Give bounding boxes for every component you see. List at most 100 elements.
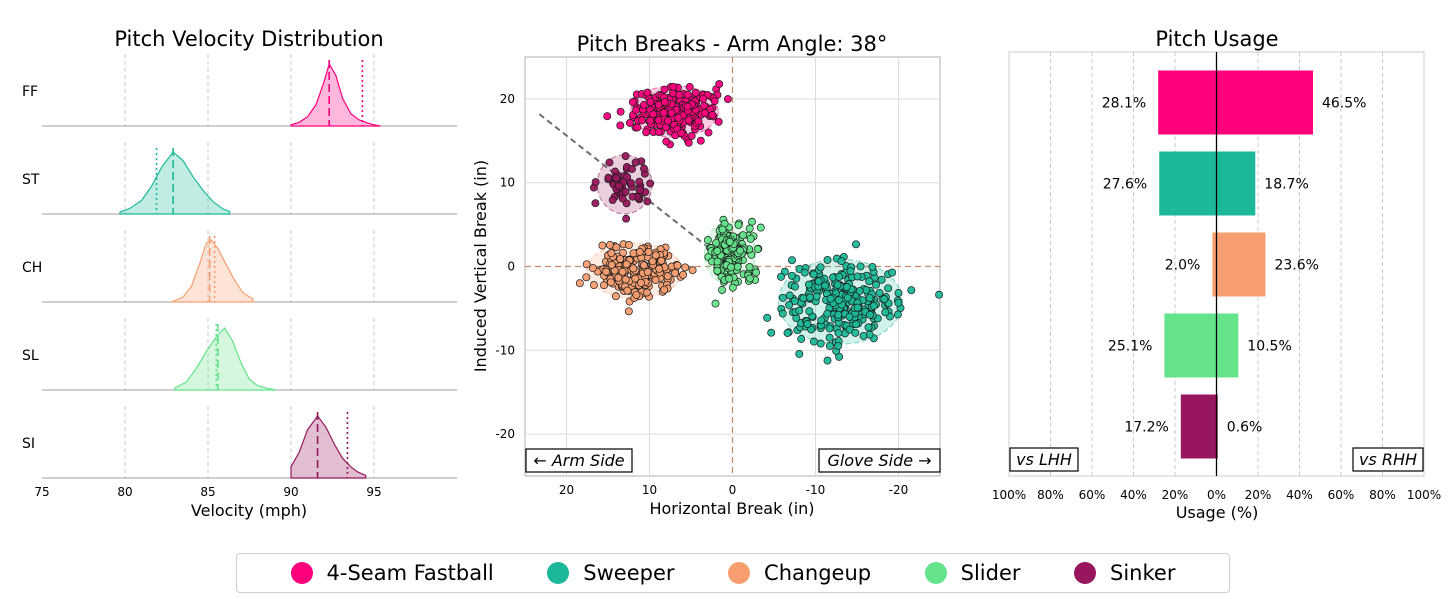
breaks-point-ch-219 [655,264,664,273]
vs-lhh-label: vs LHH [1016,450,1072,469]
breaks-point-st-119 [823,255,832,264]
velocity-rows: FF ST CH SL SI [22,60,457,479]
usage-x-tick-0: 100% [992,488,1026,502]
legend-item-sinker: Sinker [1074,561,1175,585]
breaks-point-si-41 [612,174,621,182]
legend-marker-4-seam-fastball [290,562,313,584]
breaks-point-sl-164 [713,247,722,255]
breaks-point-sl-168 [725,237,734,246]
usage-label-rhh-ff: 46.5% [1322,96,1366,112]
arm-side-label: ← Arm Side [533,451,624,470]
breaks-point-sl-165 [713,266,722,275]
breaks-point-ch-93 [598,241,607,250]
breaks-point-si-49 [628,165,636,173]
breaks-point-st-79 [893,310,902,319]
velocity-density-ch [171,239,254,303]
legend-item-slider: Slider [924,561,1021,585]
breaks-point-ch-206 [607,249,616,258]
breaks-point-ff-7 [714,117,723,126]
breaks-point-sl-124 [756,223,765,232]
breaks-point-st-240 [799,294,808,303]
breaks-point-si-52 [640,164,648,173]
breaks-point-si-16 [608,196,617,205]
breaks-point-ff-97 [723,95,732,104]
legend-marker-changeup [728,562,751,584]
velocity-x-tick-95: 95 [366,485,381,499]
breaks-point-st-266 [788,256,796,265]
breaks-point-st-223 [800,268,809,277]
usage-label-rhh-sl: 10.5% [1247,339,1291,355]
breaks-point-st-250 [814,277,823,286]
breaks-point-ff-253 [677,129,686,138]
breaks-y-axis-label: Induced Vertical Break (in) [471,160,490,372]
velocity-chart-title: Pitch Velocity Distribution [114,27,383,51]
breaks-point-si-20 [591,199,600,208]
breaks-point-ff-256 [654,128,663,136]
breaks-point-si-38 [591,178,600,187]
breaks-x-axis-label: Horizontal Break (in) [649,499,814,518]
usage-bars: 28.1% 46.5% 27.6% 18.7% 2.0% 23.6% 25.1% 10.5% 1… [1102,52,1366,476]
breaks-point-st-139 [894,289,903,297]
legend-marker-slider [924,562,947,584]
breaks-point-ch-166 [600,281,608,290]
breaks-point-ch-87 [624,307,633,316]
breaks-point-st-251 [856,262,865,271]
usage-x-tick-4: 20% [1162,488,1189,502]
breaks-point-ch-208 [588,264,597,273]
breaks-y-tick-0: 0 [507,260,515,274]
vs-rhh-annotation: vs RHH [1352,447,1424,472]
breaks-point-ch-229 [621,275,630,284]
breaks-point-ch-226 [602,267,610,276]
breaks-point-ff-89 [704,128,713,137]
breaks-point-ff-138 [616,107,625,116]
breaks-point-sl-67 [728,283,737,292]
velocity-row-label-st: ST [22,172,40,188]
breaks-point-ff-158 [660,85,669,94]
breaks-point-si-35 [623,172,632,181]
usage-x-tick-10: 100% [1407,488,1441,502]
breaks-point-ch-201 [622,260,631,269]
breaks-point-ch-179 [644,247,653,256]
breaks-point-ch-185 [629,264,638,273]
breaks-point-sl-155 [725,274,734,283]
velocity-distribution-panel: Pitch Velocity Distribution FF ST CH SL SI 7… [22,27,457,520]
usage-x-tick-5: 0% [1207,488,1226,502]
breaks-point-st-269 [877,275,886,284]
breaks-point-st-245 [778,309,787,318]
breaks-point-ch-120 [624,241,633,250]
arm-side-annotation: ← Arm Side [525,448,633,473]
breaks-point-si-51 [621,187,630,196]
breaks-point-ff-124 [625,118,634,127]
legend-label-sinker: Sinker [1110,561,1176,585]
breaks-point-st-220 [809,270,818,279]
usage-bar-lhh-ch [1212,232,1217,297]
breaks-point-st-262 [812,292,821,301]
usage-x-tick-8: 60% [1328,488,1355,502]
breaks-point-sl-162 [736,246,745,255]
breaks-point-st-155 [805,307,814,316]
breaks-point-st-241 [834,296,843,305]
breaks-point-st-191 [869,301,878,310]
breaks-point-ch-205 [639,261,648,270]
breaks-point-st-198 [875,288,884,297]
velocity-x-ticks: 75 80 85 90 95 [34,485,381,499]
usage-label-lhh-sl: 25.1% [1108,339,1152,355]
breaks-point-ff-248 [701,109,709,118]
breaks-x-tick-20: -20 [889,483,909,497]
breaks-point-ch-113 [575,279,584,288]
breaks-point-ff-250 [659,108,668,117]
breaks-point-si-9 [621,152,630,161]
velocity-x-tick-75: 75 [34,485,49,499]
vs-lhh-box [1009,447,1079,472]
breaks-point-sl-169 [727,263,736,272]
velocity-row-label-sl: SL [22,348,39,364]
usage-x-tick-7: 40% [1286,488,1313,502]
breaks-point-ff-239 [708,111,717,119]
breaks-point-ff-178 [628,98,637,107]
breaks-point-st-230 [865,277,874,286]
breaks-point-ch-191 [648,257,657,266]
breaks-point-st-260 [880,295,889,304]
breaks-point-ff-229 [684,116,693,125]
breaks-point-ch-212 [623,286,632,295]
